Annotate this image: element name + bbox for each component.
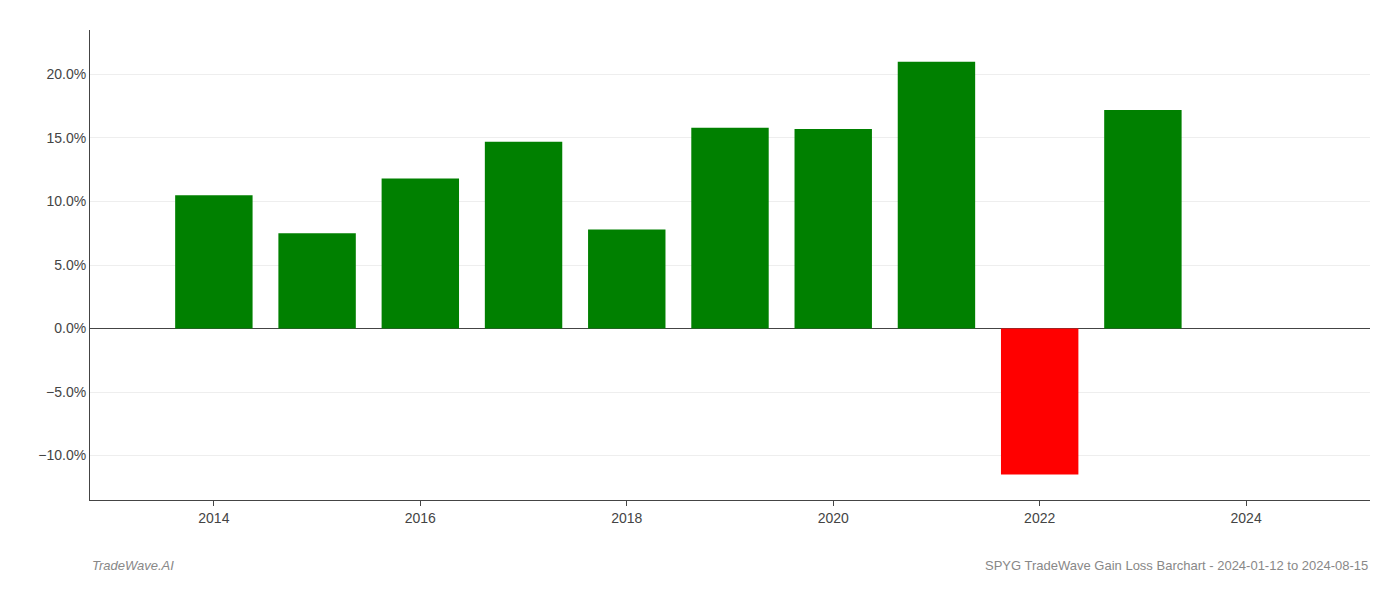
svg-text:SPYG TradeWave Gain Loss Barch: SPYG TradeWave Gain Loss Barchart - 2024… (985, 558, 1368, 573)
svg-text:2016: 2016 (405, 510, 436, 526)
svg-text:5.0%: 5.0% (54, 257, 86, 273)
svg-text:20.0%: 20.0% (46, 66, 86, 82)
svg-text:TradeWave.AI: TradeWave.AI (92, 558, 174, 573)
svg-text:2020: 2020 (818, 510, 849, 526)
svg-text:15.0%: 15.0% (46, 130, 86, 146)
svg-text:2022: 2022 (1024, 510, 1055, 526)
svg-text:0.0%: 0.0% (54, 320, 86, 336)
svg-text:−5.0%: −5.0% (46, 384, 86, 400)
svg-text:2024: 2024 (1231, 510, 1262, 526)
svg-text:2018: 2018 (611, 510, 642, 526)
svg-text:2014: 2014 (198, 510, 229, 526)
svg-text:10.0%: 10.0% (46, 193, 86, 209)
svg-text:−10.0%: −10.0% (38, 447, 86, 463)
